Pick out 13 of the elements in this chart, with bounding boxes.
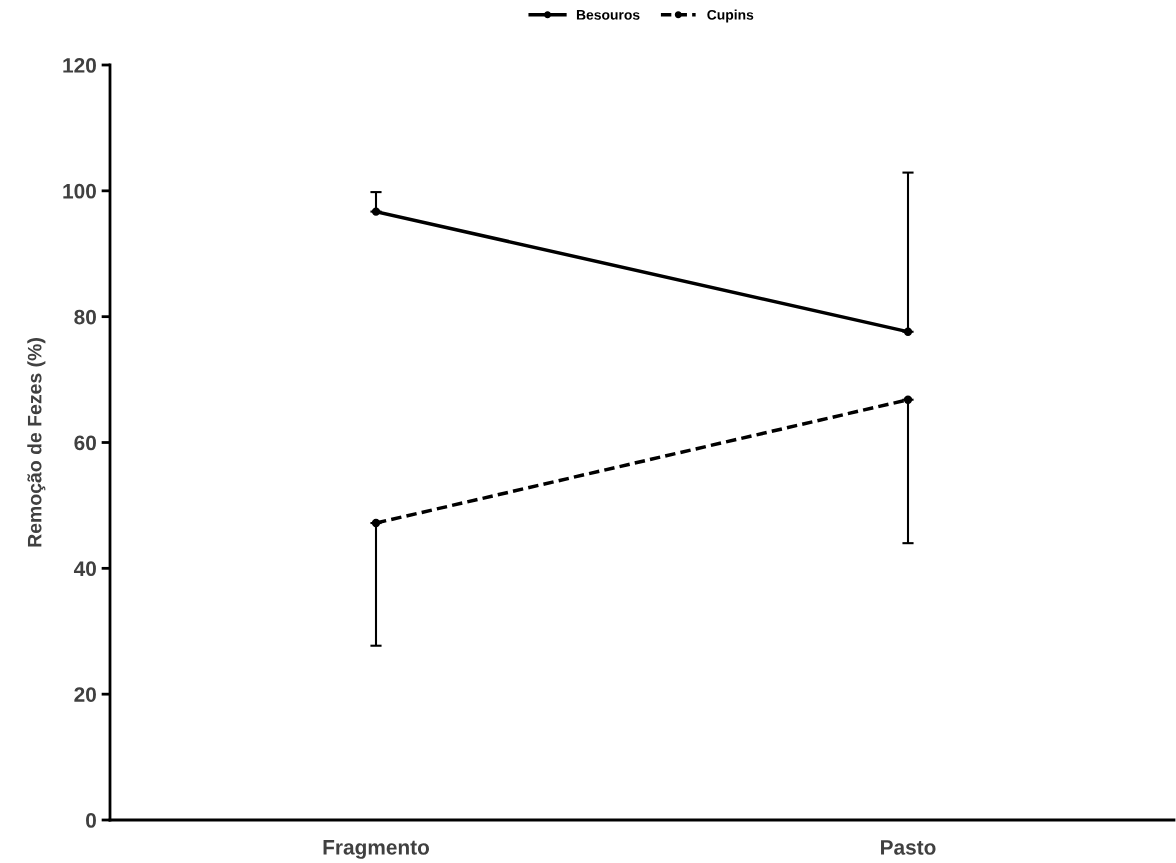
y-tick-label: 60 — [74, 435, 96, 451]
y-tick-label: 120 — [63, 58, 96, 73]
y-tick-label: 80 — [74, 309, 96, 325]
y-axis-title: Remoção de Fezes (%) — [27, 338, 46, 547]
point — [371, 518, 381, 528]
y-tick-label: 40 — [73, 561, 96, 577]
x-tick-label: Pasto — [881, 840, 936, 855]
x-tick-label: Fragmento — [323, 840, 430, 859]
legend-label: Besouros — [576, 10, 640, 20]
y-tick-label: 100 — [63, 183, 96, 199]
y-tick-label: 20 — [74, 687, 96, 702]
y-tick-label: 0 — [86, 813, 96, 828]
legend-label: Cupins — [707, 9, 754, 23]
